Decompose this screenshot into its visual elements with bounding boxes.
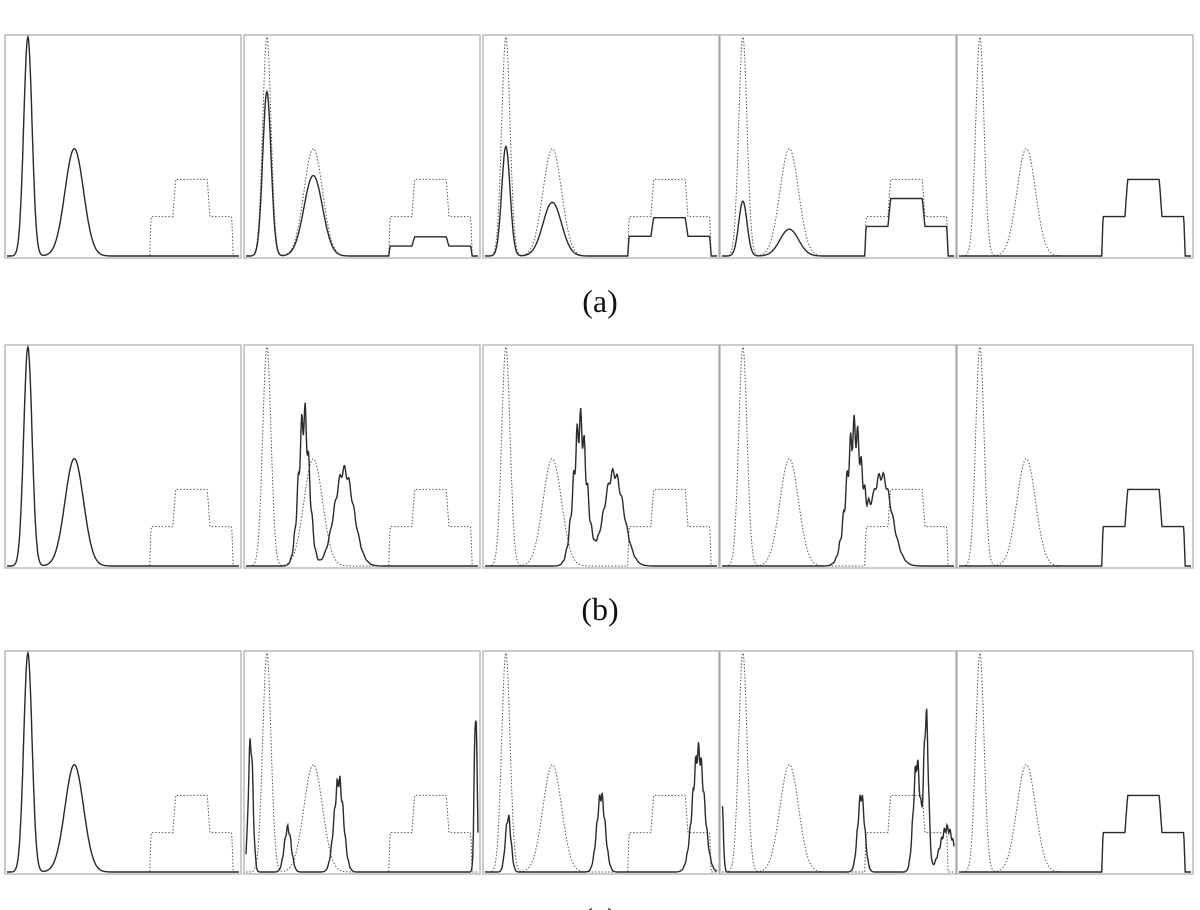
reference-curve	[7, 35, 239, 257]
interpolated-curve	[485, 742, 718, 873]
panel-frame	[243, 650, 481, 875]
reference-curve	[722, 345, 954, 567]
interpolated-curve	[722, 414, 954, 567]
interpolated-curve	[7, 344, 239, 567]
interpolated-curve	[722, 197, 954, 257]
panel-frame	[243, 34, 481, 259]
interpolated-curve	[245, 720, 479, 873]
interpolated-curve	[7, 650, 239, 873]
interpolated-curve	[959, 488, 1191, 567]
reference-curve	[246, 345, 478, 567]
interpolated-curve	[485, 145, 717, 257]
panel-frame	[956, 650, 1194, 875]
caption: (a)	[582, 283, 618, 319]
reference-curve	[959, 35, 1191, 257]
interpolated-curve	[959, 794, 1191, 873]
panel-frame	[719, 650, 957, 875]
panel-frame	[956, 344, 1194, 569]
panel-frame	[4, 344, 242, 569]
reference-curve	[246, 651, 478, 873]
reference-curve	[959, 651, 1191, 873]
panel-frame	[4, 650, 242, 875]
panel-frame	[719, 344, 957, 569]
reference-curve	[7, 345, 239, 567]
panel-frame	[956, 34, 1194, 259]
caption: (c)	[582, 901, 618, 910]
interpolated-curve	[246, 89, 478, 257]
reference-curve	[485, 35, 717, 257]
panel-frame	[719, 34, 957, 259]
interpolated-curve	[721, 708, 955, 873]
interpolated-curve	[485, 408, 717, 567]
caption: (b)	[581, 591, 618, 627]
panel-frame	[4, 34, 242, 259]
panel-frame	[482, 344, 720, 569]
reference-curve	[7, 651, 239, 873]
reference-curve	[722, 651, 954, 873]
interpolated-curve	[7, 34, 239, 257]
panel-frame	[243, 344, 481, 569]
panel-frame	[482, 650, 720, 875]
reference-curve	[485, 345, 717, 567]
reference-curve	[722, 35, 954, 257]
interpolated-curve	[959, 178, 1191, 257]
reference-curve	[246, 35, 478, 257]
panel-frame	[482, 34, 720, 259]
interpolated-curve	[246, 402, 478, 567]
reference-curve	[485, 651, 717, 873]
reference-curve	[959, 345, 1191, 567]
